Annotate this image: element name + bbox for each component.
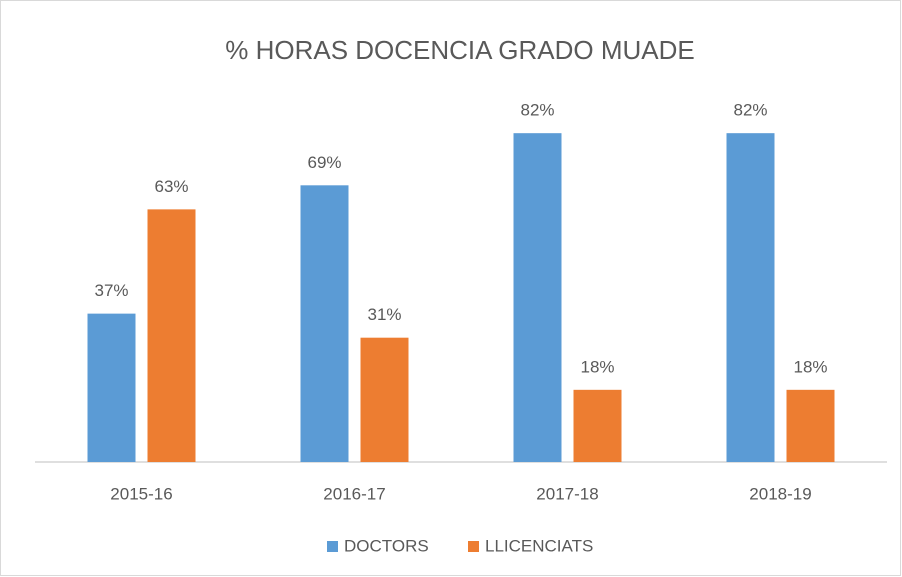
data-label: 69% [307,153,341,172]
data-label: 82% [733,101,767,120]
bar [726,133,775,462]
x-tick-label: 2017-18 [536,484,598,503]
bar [786,389,835,462]
x-tick-label: 2016-17 [323,484,385,503]
data-label: 18% [580,357,614,376]
bar [513,133,562,462]
legend-label: LLICENCIATS [485,536,593,555]
x-tick-label: 2015-16 [110,484,172,503]
data-label: 31% [367,305,401,324]
data-label: 18% [793,357,827,376]
bar [147,209,196,462]
chart-title: % HORAS DOCENCIA GRADO MUADE [225,35,695,65]
bar [360,337,409,462]
data-label: 37% [94,281,128,300]
legend-swatch [468,541,479,552]
legend-label: DOCTORS [344,536,429,555]
data-label: 63% [154,177,188,196]
bar [573,389,622,462]
bar [87,313,136,462]
data-label: 82% [520,101,554,120]
legend-swatch [327,541,338,552]
bar [300,185,349,462]
x-tick-label: 2018-19 [749,484,811,503]
